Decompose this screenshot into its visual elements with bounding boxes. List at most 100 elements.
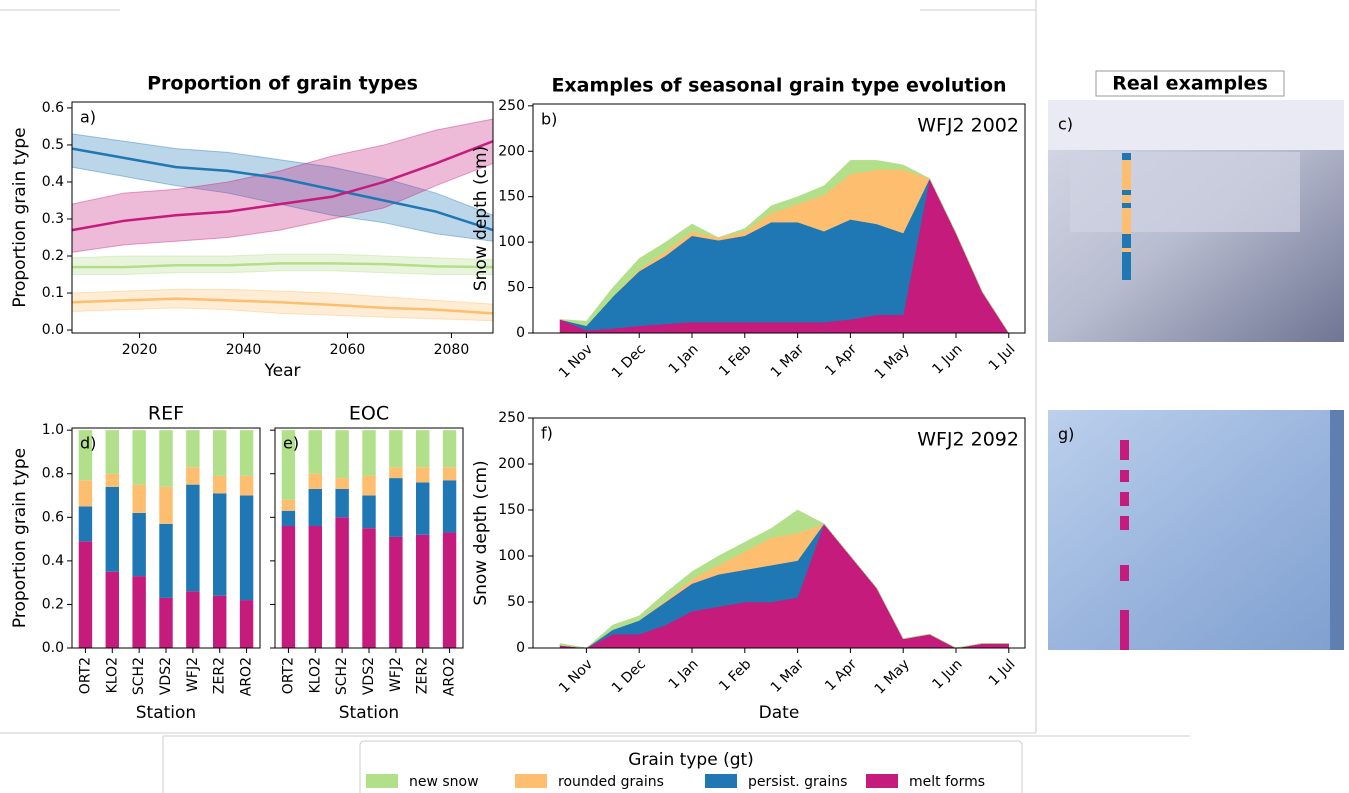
x-tick-label: 2040 (226, 342, 262, 358)
y-tick-label: 0.0 (42, 640, 64, 656)
bar (362, 495, 376, 529)
line (71, 140, 494, 232)
x-tick-label: 2020 (122, 342, 158, 358)
annotation: WFJ2 2002 (917, 115, 1019, 137)
x-tick-label: WFJ2 (185, 657, 201, 692)
bar (132, 430, 146, 485)
bar (442, 430, 457, 468)
y-tick-label: 0.8 (42, 466, 64, 482)
photo-label: g) (1058, 425, 1074, 444)
x-tick-label: WFJ2 (388, 657, 404, 692)
x-tick-label: ORT2 (280, 657, 296, 694)
bar (281, 526, 296, 648)
y-tick-label: 1.0 (42, 422, 64, 438)
plot-frame (71, 101, 494, 334)
bar (213, 595, 227, 648)
x-tick-label: KLO2 (104, 657, 120, 693)
panel-label: b) (541, 110, 557, 129)
x-tick-label: 1 Nov (556, 656, 596, 696)
x-tick-label: 2060 (330, 342, 366, 358)
x-tick-label: ARO2 (239, 657, 255, 696)
y-tick-label: 0 (516, 640, 525, 656)
legend-swatch (866, 774, 898, 788)
bar (389, 478, 403, 537)
photo-c (1048, 100, 1344, 342)
y-tick-label: 0.6 (42, 509, 64, 525)
bar (362, 528, 376, 648)
x-axis-label: Date (759, 703, 800, 723)
bar (78, 430, 93, 481)
y-tick-label: 50 (507, 280, 525, 296)
bar (159, 430, 173, 487)
bar (159, 486, 173, 524)
panel-label: e) (283, 434, 299, 453)
line (72, 262, 494, 269)
bar (389, 536, 403, 648)
y-tick-label: 100 (498, 234, 525, 250)
bar (159, 597, 173, 648)
y-tick-label: 0.5 (42, 137, 64, 153)
x-tick-label: KLO2 (307, 657, 323, 693)
chart-title: Proportion of grain types (147, 73, 418, 95)
y-tick-label: 250 (498, 98, 525, 114)
bar (213, 475, 227, 494)
x-tick-label: 1 Jul (986, 656, 1019, 689)
plot-frame (274, 427, 464, 649)
panel-label: a) (80, 108, 96, 127)
y-tick-label: 0.4 (42, 174, 64, 190)
y-tick-label: 0.2 (42, 596, 64, 612)
bar (186, 467, 200, 485)
x-tick-label: 1 Nov (556, 341, 596, 381)
bar (186, 591, 200, 648)
bar (308, 526, 322, 648)
bar (213, 493, 227, 596)
y-tick-label: 150 (498, 189, 525, 205)
bar (389, 467, 403, 479)
y-tick-label: 0.1 (42, 285, 64, 301)
x-tick-label: VDS2 (158, 657, 174, 695)
x-tick-label: 1 May (872, 656, 913, 697)
y-tick-label: 0 (516, 325, 525, 341)
x-tick-label: VDS2 (361, 657, 377, 695)
x-tick-label: SCH2 (131, 657, 147, 695)
line (71, 297, 494, 315)
bar (335, 430, 349, 479)
bar (239, 475, 254, 496)
annotation: WFJ2 2092 (917, 429, 1019, 451)
x-tick-label: 2080 (434, 342, 470, 358)
x-tick-label: 1 Mar (768, 341, 808, 381)
frame-lines (0, 0, 1190, 793)
bar (239, 430, 254, 476)
bar (281, 510, 296, 527)
bar (105, 571, 119, 648)
bar (416, 467, 430, 483)
x-tick-label: SCH2 (334, 657, 350, 695)
legend-swatch (705, 774, 737, 788)
x-tick-label: 1 Apr (822, 656, 860, 694)
bar (416, 534, 430, 648)
line (71, 147, 494, 232)
bar (416, 482, 430, 535)
bar (281, 430, 296, 500)
bar (308, 488, 322, 527)
panel-title: REF (148, 403, 184, 425)
bar (335, 517, 349, 648)
x-axis-label: Station (339, 703, 399, 723)
bar (308, 473, 322, 489)
bar (335, 478, 349, 489)
bar (186, 484, 200, 592)
legend-title: Grain type (gt) (628, 750, 754, 770)
photo-title: Real examples (1112, 73, 1268, 95)
bar (105, 473, 119, 487)
bar (389, 430, 403, 468)
bar (186, 430, 200, 468)
bar (362, 430, 376, 476)
bar (78, 480, 93, 507)
y-tick-label: 0.6 (42, 100, 64, 116)
bar (239, 495, 254, 601)
x-tick-label: ZER2 (415, 657, 431, 694)
y-tick-label: 0.4 (42, 553, 64, 569)
x-tick-label: ZER2 (212, 657, 228, 694)
x-tick-label: ARO2 (442, 657, 458, 696)
